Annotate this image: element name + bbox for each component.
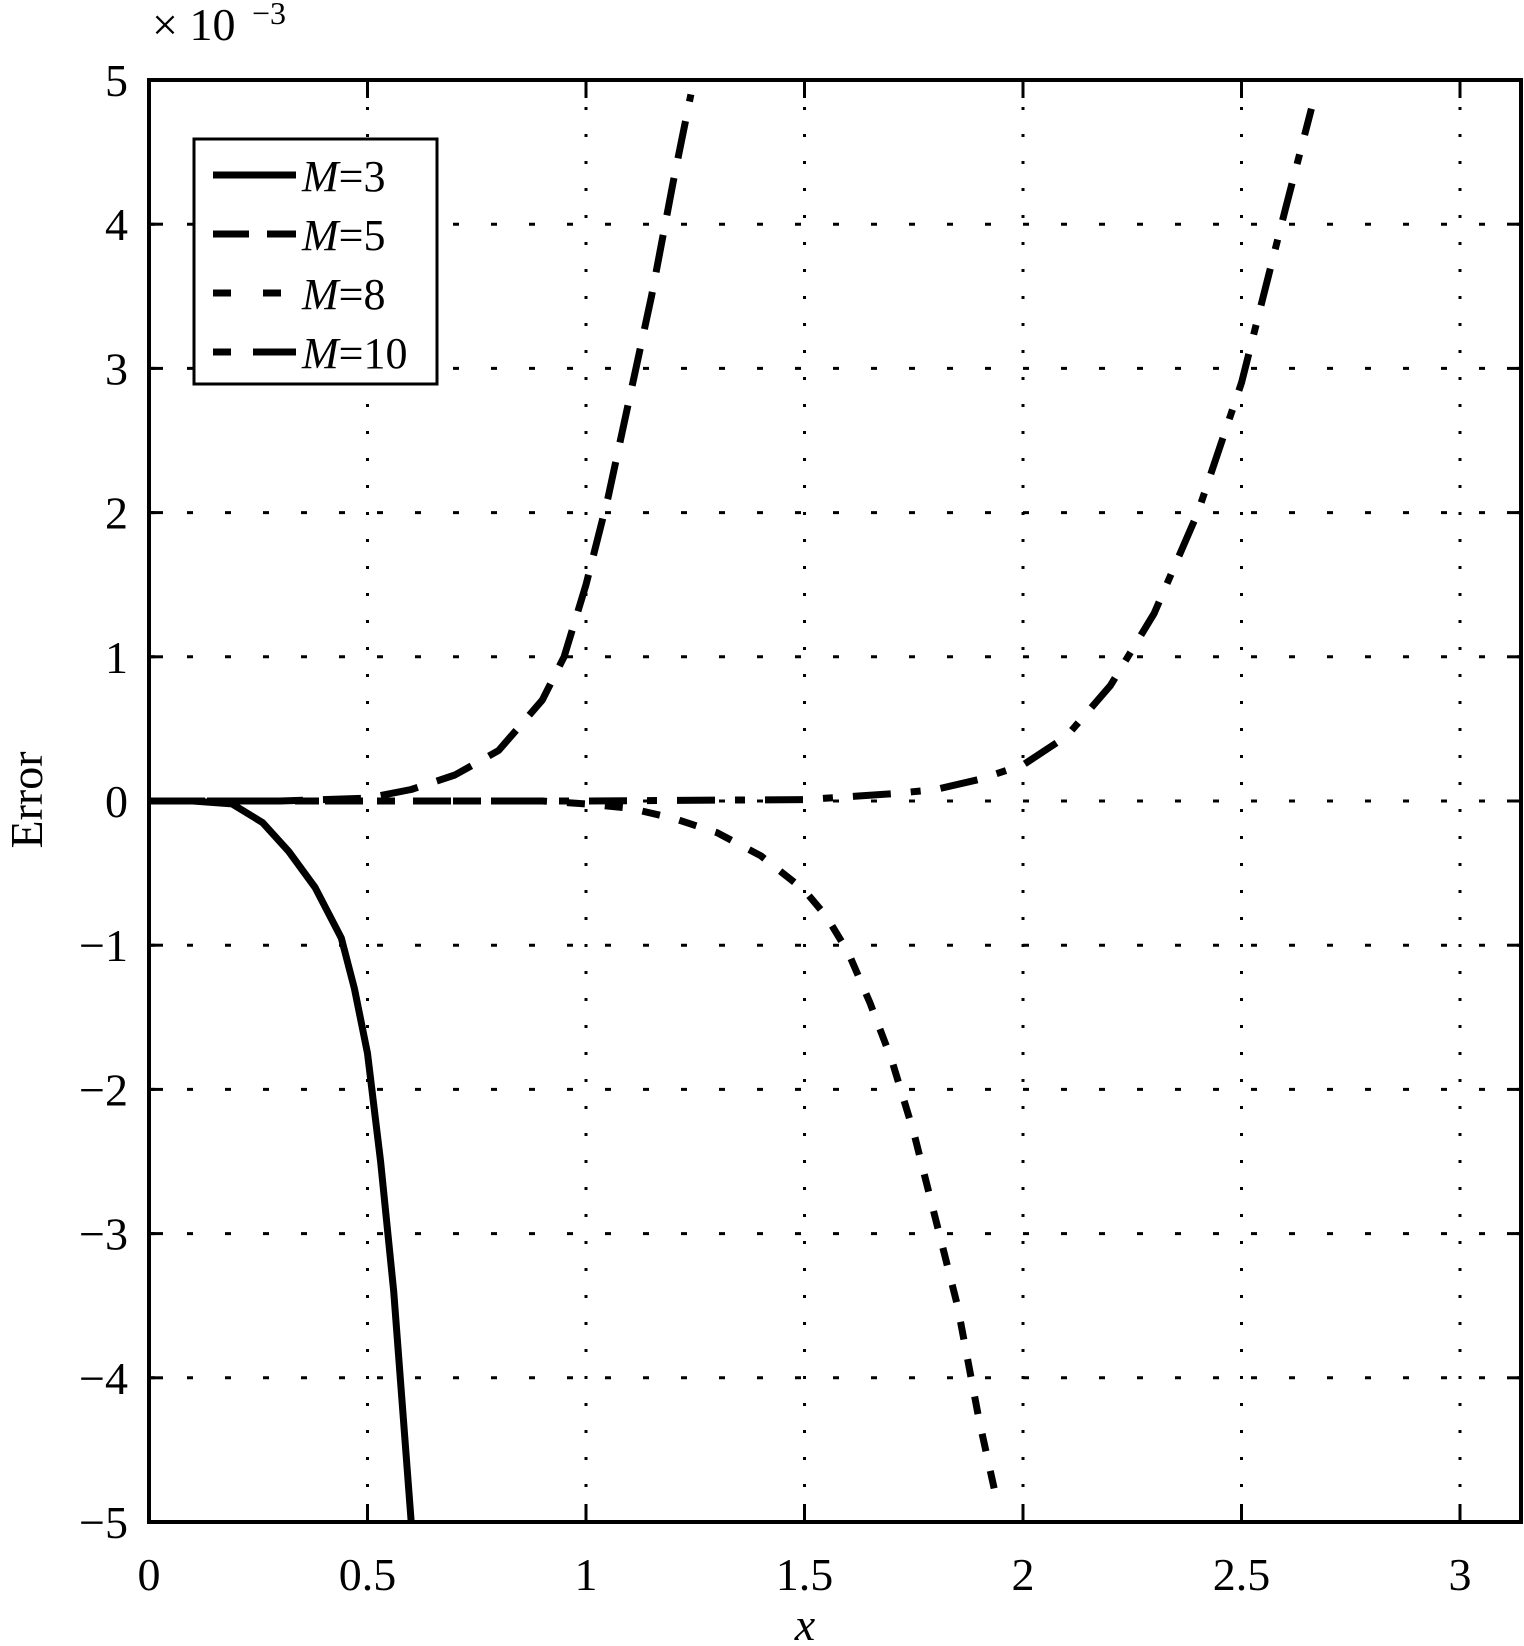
legend-item: M=10 xyxy=(213,329,407,378)
y-tick-label: −4 xyxy=(79,1353,128,1404)
multiplier-exponent: −3 xyxy=(252,0,286,31)
y-tick-label: 5 xyxy=(105,55,128,106)
legend: M=3 M=5 M=8 M=10 xyxy=(192,137,439,386)
y-scale-multiplier: × 10 −3 xyxy=(152,0,286,50)
multiplier-base: × 10 xyxy=(152,0,235,50)
legend-label: M=3 xyxy=(301,152,385,201)
y-tick-labels: 5 4 3 2 1 0 −1 −2 −3 −4 −5 xyxy=(79,55,128,1548)
y-tick-label: −1 xyxy=(79,920,128,971)
x-tick-labels: 0 0.5 1 1.5 2 2.5 3 xyxy=(138,1549,1472,1600)
y-tick-label: 4 xyxy=(105,199,128,250)
y-tick-label: −3 xyxy=(79,1209,128,1260)
series-lines xyxy=(149,93,1315,1522)
legend-label: M=10 xyxy=(301,329,407,378)
x-tick-label: 1.5 xyxy=(776,1549,834,1600)
x-tick-label: 1 xyxy=(575,1549,598,1600)
x-tick-label: 3 xyxy=(1449,1549,1472,1600)
x-tick-label: 2.5 xyxy=(1213,1549,1271,1600)
y-tick-label: 2 xyxy=(105,488,128,539)
y-tick-label: 0 xyxy=(105,776,128,827)
series-m-10 xyxy=(149,107,1315,805)
series-m-8 xyxy=(149,797,1001,1502)
y-tick-label: −5 xyxy=(79,1497,128,1548)
axis-ticks xyxy=(147,78,1521,1524)
x-tick-label: 0.5 xyxy=(339,1549,397,1600)
x-tick-label: 0 xyxy=(138,1549,161,1600)
x-tick-label: 2 xyxy=(1012,1549,1035,1600)
legend-label: M=5 xyxy=(301,211,385,260)
legend-item: M=3 xyxy=(213,152,385,201)
y-axis-label: Error xyxy=(1,751,52,848)
y-tick-label: 3 xyxy=(105,343,128,394)
y-tick-label: −2 xyxy=(79,1064,128,1115)
y-tick-label: 1 xyxy=(105,632,128,683)
legend-item: M=8 xyxy=(213,270,385,319)
legend-label: M=8 xyxy=(301,270,385,319)
x-axis-label: x xyxy=(794,1599,816,1646)
series-m-5 xyxy=(149,93,695,805)
legend-box xyxy=(192,137,439,386)
legend-item: M=5 xyxy=(213,211,385,260)
series-m-3 xyxy=(149,797,415,1522)
